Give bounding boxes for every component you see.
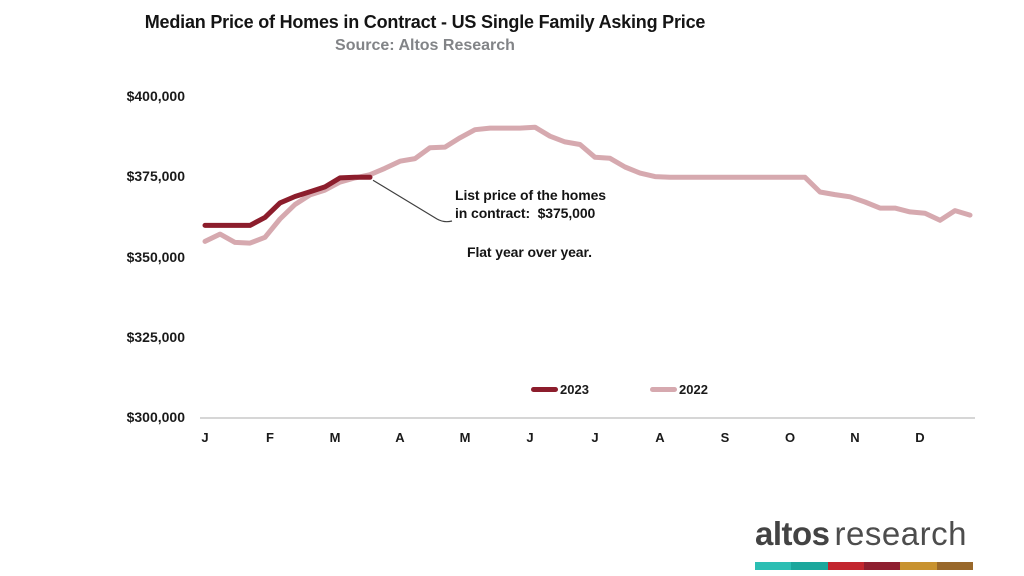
- x-tick-label: J: [591, 430, 599, 445]
- y-tick-label: $375,000: [126, 168, 185, 185]
- x-tick-label: J: [201, 430, 209, 445]
- legend-item-2023: 2023: [531, 382, 589, 397]
- x-tick-label: N: [850, 430, 860, 445]
- chart-subtitle: Source: Altos Research: [335, 37, 515, 54]
- legend-swatch-2023: [531, 387, 558, 392]
- x-tick-label: O: [784, 430, 796, 445]
- logo-bar-segment: [827, 562, 864, 570]
- series-line-2022: [202, 124, 973, 246]
- x-tick-label: D: [915, 430, 925, 445]
- logo-text-research: research: [834, 515, 967, 552]
- series-line-2023: [202, 174, 373, 228]
- x-tick-label: A: [655, 430, 665, 445]
- logo-text-altos: altos: [755, 515, 830, 552]
- logo-bar-segment: [863, 562, 901, 570]
- legend-swatch-2022: [650, 387, 677, 392]
- x-tick-label: A: [395, 430, 405, 445]
- legend-label-2022: 2022: [679, 382, 708, 397]
- logo-bar-segment: [791, 562, 828, 570]
- legend-label-2023: 2023: [560, 382, 589, 397]
- logo-bar-segment: [900, 562, 937, 570]
- annotation-line-3: Flat year over year.: [467, 244, 592, 260]
- y-tick-label: $325,000: [126, 328, 185, 345]
- x-tick-label: J: [526, 430, 534, 445]
- logo-wordmark: altos research: [755, 517, 979, 558]
- y-tick-label: $400,000: [126, 88, 185, 104]
- altos-research-logo: altos research: [755, 517, 979, 570]
- annotation-line-1: List price of the homes: [455, 187, 606, 203]
- legend-item-2022: 2022: [650, 382, 708, 397]
- y-tick-label: $300,000: [126, 409, 185, 425]
- logo-bar-segment: [755, 562, 792, 570]
- x-tick-label: M: [329, 430, 341, 445]
- annotation-line-2: in contract: $375,000: [455, 205, 596, 221]
- x-tick-label: M: [459, 430, 471, 445]
- logo-bar-segment: [936, 562, 973, 570]
- annotation-leader-line: [372, 179, 453, 223]
- logo-color-bar: [755, 562, 973, 570]
- x-tick-label: S: [720, 430, 730, 445]
- y-tick-label: $350,000: [126, 248, 185, 265]
- x-tick-label: F: [266, 430, 274, 445]
- chart-title: Median Price of Homes in Contract - US S…: [144, 12, 706, 32]
